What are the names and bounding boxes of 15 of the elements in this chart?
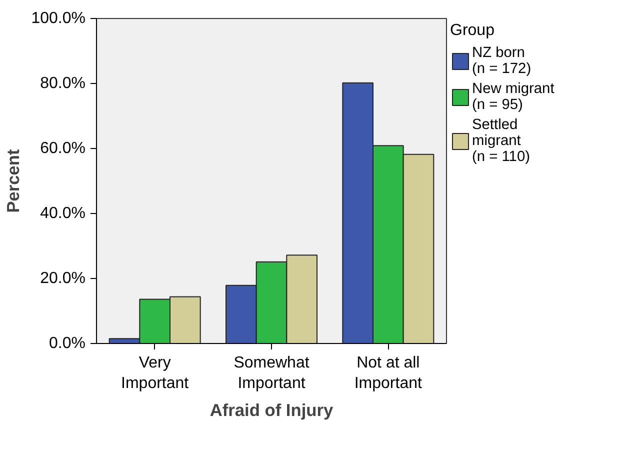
y-tick-label: 60.0% xyxy=(40,140,86,157)
x-tick-label: Not at all Important xyxy=(354,354,423,392)
x-tick-label: Somewhat Important xyxy=(234,354,310,392)
x-tick-label: Very Important xyxy=(121,354,190,392)
y-tick-label: 20.0% xyxy=(40,270,86,287)
legend-label: New migrant (n = 95) xyxy=(472,81,554,113)
y-tick-label: 80.0% xyxy=(40,75,86,92)
legend-label: NZ born (n = 172) xyxy=(472,45,532,77)
y-axis-title: Percent xyxy=(3,148,24,213)
y-tick-label: 100.0% xyxy=(31,10,86,27)
x-axis-title: Afraid of Injury xyxy=(210,400,334,420)
y-tick-label: 0.0% xyxy=(49,335,86,352)
legend-title: Group xyxy=(450,22,496,40)
legend-label: Settled migrant (n = 110) xyxy=(472,117,530,165)
y-tick-label: 40.0% xyxy=(40,205,86,222)
